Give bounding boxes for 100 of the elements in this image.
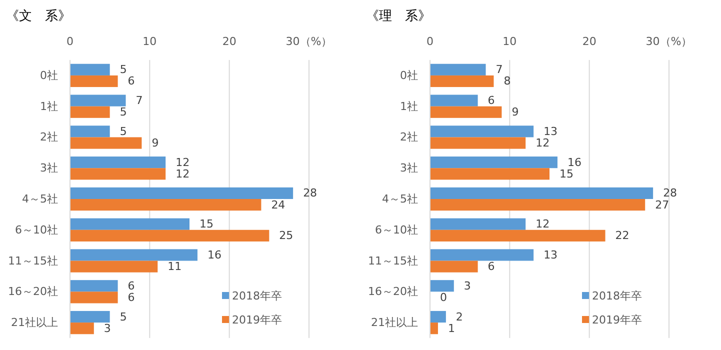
- data-label: 16: [567, 156, 582, 169]
- y-tick-label: 6～10社: [15, 223, 58, 236]
- bar: [430, 310, 446, 323]
- bar: [430, 199, 646, 211]
- data-label: 0: [440, 290, 447, 304]
- data-label: 11: [168, 260, 182, 274]
- data-label: 7: [136, 94, 143, 108]
- bar: [430, 168, 550, 180]
- data-label: 5: [120, 310, 127, 324]
- bar: [70, 199, 262, 211]
- y-tick-label: 16～20社: [8, 285, 58, 298]
- bar: [70, 260, 158, 272]
- bar: [70, 187, 294, 199]
- x-tick-label: 20: [582, 35, 596, 48]
- legend-label: 2019年卒: [232, 314, 282, 326]
- bar: [430, 94, 478, 106]
- y-tick-label: 6～10社: [375, 223, 418, 236]
- data-label: 9: [152, 136, 159, 150]
- bar: [70, 75, 118, 88]
- bar: [430, 280, 454, 292]
- bar: [70, 64, 110, 76]
- x-tick-label: 10: [502, 35, 517, 48]
- x-tick-label: 20: [222, 35, 236, 48]
- bar: [430, 260, 478, 272]
- y-tick-label: 1社: [400, 100, 418, 113]
- data-label: 5: [120, 63, 127, 76]
- bar: [430, 322, 438, 334]
- x-tick-label: 30（%）: [646, 35, 692, 48]
- x-tick-label: 0: [66, 35, 74, 48]
- data-label: 3: [104, 322, 111, 335]
- y-tick-label: 11～15社: [8, 254, 58, 268]
- data-label: 25: [279, 229, 294, 242]
- y-tick-label: 4～5社: [382, 192, 418, 206]
- data-label: 5: [120, 124, 127, 138]
- legend-label: 2019年卒: [592, 314, 642, 326]
- bar: [430, 64, 486, 76]
- y-tick-label: 0社: [400, 68, 418, 82]
- bar: [70, 230, 270, 242]
- bar: [430, 187, 654, 199]
- x-tick-label: 10: [142, 35, 157, 48]
- data-label: 15: [200, 218, 214, 231]
- data-label: 13: [544, 124, 558, 138]
- data-label: 6: [488, 260, 495, 274]
- y-tick-label: 3社: [40, 162, 58, 175]
- y-tick-label: 4～5社: [22, 192, 58, 206]
- data-label: 2: [456, 310, 463, 324]
- data-label: 13: [544, 248, 558, 262]
- data-label: 3: [464, 279, 471, 292]
- bar: [70, 94, 126, 106]
- data-label: 15: [560, 167, 574, 180]
- bar: [430, 218, 526, 230]
- bar: [70, 126, 110, 138]
- x-tick-label: 0: [426, 35, 434, 48]
- bar: [70, 137, 142, 149]
- bar: [70, 322, 94, 334]
- bar: [430, 75, 494, 88]
- data-label: 24: [271, 198, 286, 212]
- data-label: 7: [496, 63, 503, 76]
- data-label: 22: [615, 229, 630, 242]
- data-label: 12: [536, 218, 550, 231]
- legend-label: 2018年卒: [232, 290, 282, 302]
- data-label: 9: [512, 106, 519, 119]
- bar: [430, 249, 534, 261]
- bar: [70, 249, 198, 261]
- data-label: 5: [120, 106, 127, 119]
- chart-title: 《理 系》: [366, 9, 431, 24]
- data-label: 12: [536, 136, 550, 150]
- bar: [430, 137, 526, 149]
- data-label: 27: [655, 198, 670, 212]
- bar: [70, 292, 118, 304]
- bar: [430, 126, 534, 138]
- bar: [70, 156, 166, 168]
- y-tick-label: 2社: [40, 130, 58, 144]
- y-tick-label: 2社: [400, 130, 418, 144]
- bar: [70, 280, 118, 292]
- y-tick-label: 0社: [40, 68, 58, 82]
- bar: [430, 156, 558, 168]
- bar: [70, 106, 110, 118]
- data-label: 6: [128, 290, 135, 304]
- y-tick-label: 16～20社: [368, 285, 418, 298]
- y-tick-label: 3社: [400, 162, 418, 175]
- y-tick-label: 1社: [40, 100, 58, 113]
- data-label: 6: [488, 94, 495, 108]
- y-tick-label: 21社以上: [11, 316, 58, 330]
- data-label: 16: [207, 248, 222, 262]
- legend-label: 2018年卒: [592, 290, 642, 302]
- data-label: 1: [448, 322, 455, 335]
- data-label: 6: [128, 74, 135, 88]
- bar: [70, 168, 166, 180]
- bar: [70, 218, 190, 230]
- y-tick-label: 11～15社: [368, 254, 418, 268]
- data-label: 28: [663, 186, 678, 200]
- bar: [430, 230, 606, 242]
- bar: [430, 106, 502, 118]
- data-label: 12: [176, 167, 190, 180]
- data-label: 6: [128, 279, 135, 292]
- data-label: 12: [176, 156, 190, 169]
- bar: [70, 310, 110, 323]
- y-tick-label: 21社以上: [371, 316, 418, 330]
- chart-title: 《文 系》: [6, 9, 71, 24]
